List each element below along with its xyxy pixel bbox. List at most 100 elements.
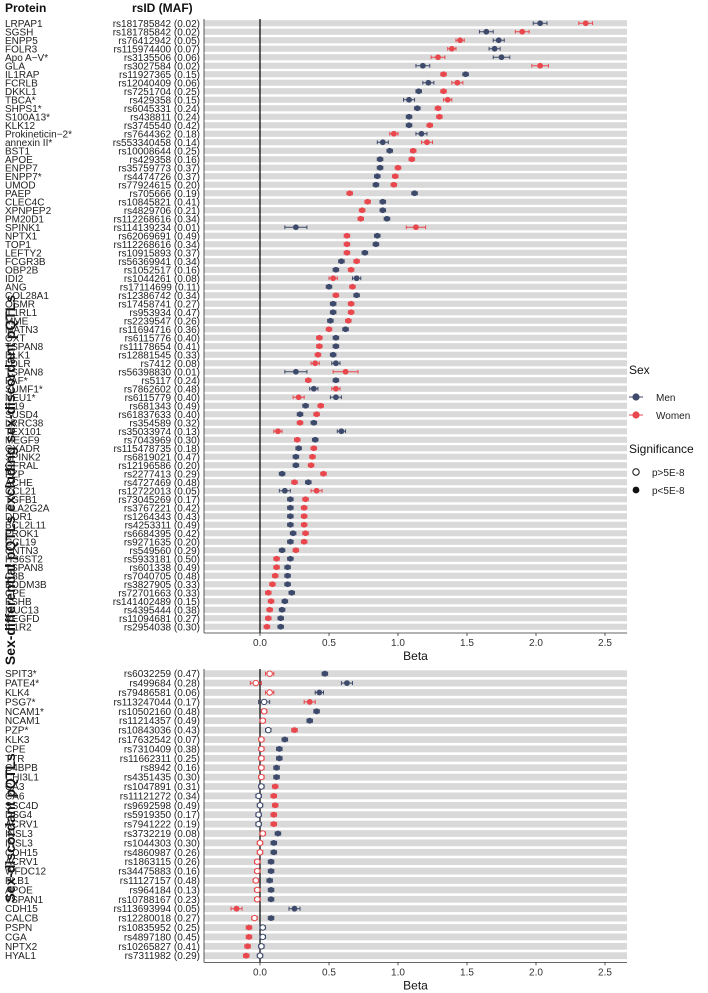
protein-label: APOE [5,155,33,166]
women-point [444,96,451,103]
women-point [258,745,265,753]
women-point [291,479,298,486]
women-point [313,487,320,494]
men-point [418,130,425,137]
rsid-label: rs7941222 (0.19) [124,820,200,831]
row-stripe [204,326,627,333]
row-stripe [204,726,627,734]
protein-label: TSPAN8 [5,563,44,574]
men-point [406,96,412,103]
men-point [312,436,319,443]
protein-label: OBP2B [5,265,39,276]
women-point [326,326,332,333]
row-stripe [204,428,627,435]
row-stripe [204,764,627,772]
row-stripe [204,848,627,856]
legend-women-marker [632,411,640,419]
women-point [273,555,280,562]
protein-label: SPINK1 [5,223,41,234]
men-point [270,849,277,856]
row-stripe [204,933,627,941]
protein-label: PLB1 [5,876,30,887]
row-stripe [204,877,627,884]
men-point [277,615,284,622]
row-stripe [204,914,627,922]
rsid-label: rs113693994 (0.05) [113,904,200,915]
legend-sex-title: Sex [629,363,650,377]
women-point [252,877,260,884]
rsid-label: rs11178654 (0.41) [120,342,200,353]
women-point [308,462,314,469]
protein-label: IL1R2 [5,622,32,633]
row-stripe [204,598,627,605]
women-point [344,249,350,256]
protein-label: IL19 [5,401,25,412]
row-stripe [204,462,627,469]
row-stripe [204,905,627,913]
row-stripe [204,300,627,307]
protein-label: UMOD [5,180,36,191]
protein-label: PAF* [5,376,28,387]
protein-label: BCL2L11 [5,520,46,531]
women-point [246,924,252,931]
row-stripe [204,942,627,950]
rsid-label: rs4860987 (0.26) [124,848,200,859]
rsid-label: rs72701663 (0.33) [118,588,200,599]
men-point [333,334,339,341]
rsid-label: rs10835952 (0.25) [118,923,200,934]
men-point [326,283,332,290]
row-stripe [204,615,627,622]
protein-label: CNTN3 [5,546,39,557]
protein-label: SPIT3* [5,669,37,680]
rsid-label: rs429358 (0.16) [129,155,200,166]
women-point [344,232,350,239]
rsid-label: rs7043969 (0.30) [124,435,200,446]
men-point [284,564,291,571]
rsid-label: rs2239547 (0.26) [124,316,200,327]
row-stripe [204,496,627,503]
men-point [292,368,299,375]
protein-label: IL1RAP [5,70,40,81]
row-stripe [204,402,627,409]
men-point [276,746,283,752]
women-point [457,37,463,44]
protein-label: CXADR [5,444,40,455]
rsid-label: rs12196586 (0.20) [118,461,200,472]
women-point [315,351,321,358]
men-point [361,249,368,256]
row-stripe [204,792,627,800]
protein-label: CPE [5,588,26,599]
row-stripe [204,839,627,847]
protein-label: FCGR3B [5,257,46,268]
row-stripe [204,479,627,486]
row-stripe [204,96,627,103]
protein-label: TOP1 [5,240,31,251]
row-stripe [204,572,627,579]
women-point [359,207,366,214]
row-stripe [204,368,627,375]
men-point [288,589,295,596]
men-point [498,54,505,61]
women-point [448,45,455,52]
row-stripe [204,581,627,588]
women-point [297,419,303,426]
rsid-label: rs3745540 (0.42) [124,121,200,132]
row-stripe [204,773,627,781]
rsid-label: rs10265827 (0.41) [118,942,200,953]
rsid-label: rs61837633 (0.40) [118,410,200,421]
women-point [259,717,266,724]
women-point [305,377,312,384]
men-point [338,258,345,265]
women-point [313,411,320,418]
row-stripe [204,164,627,171]
protein-label: MATN3 [5,325,39,336]
rsid-label: rs11127157 (0.48) [120,876,200,887]
men-point [287,555,294,562]
men-point [266,877,273,884]
rsid-label: rs4829706 (0.21) [124,206,200,217]
protein-label: LDLR [5,359,31,370]
protein-label: KLK4 [5,688,30,699]
women-point [392,173,399,180]
rsid-label: rs73045269 (0.17) [118,495,200,506]
men-point [295,445,302,452]
